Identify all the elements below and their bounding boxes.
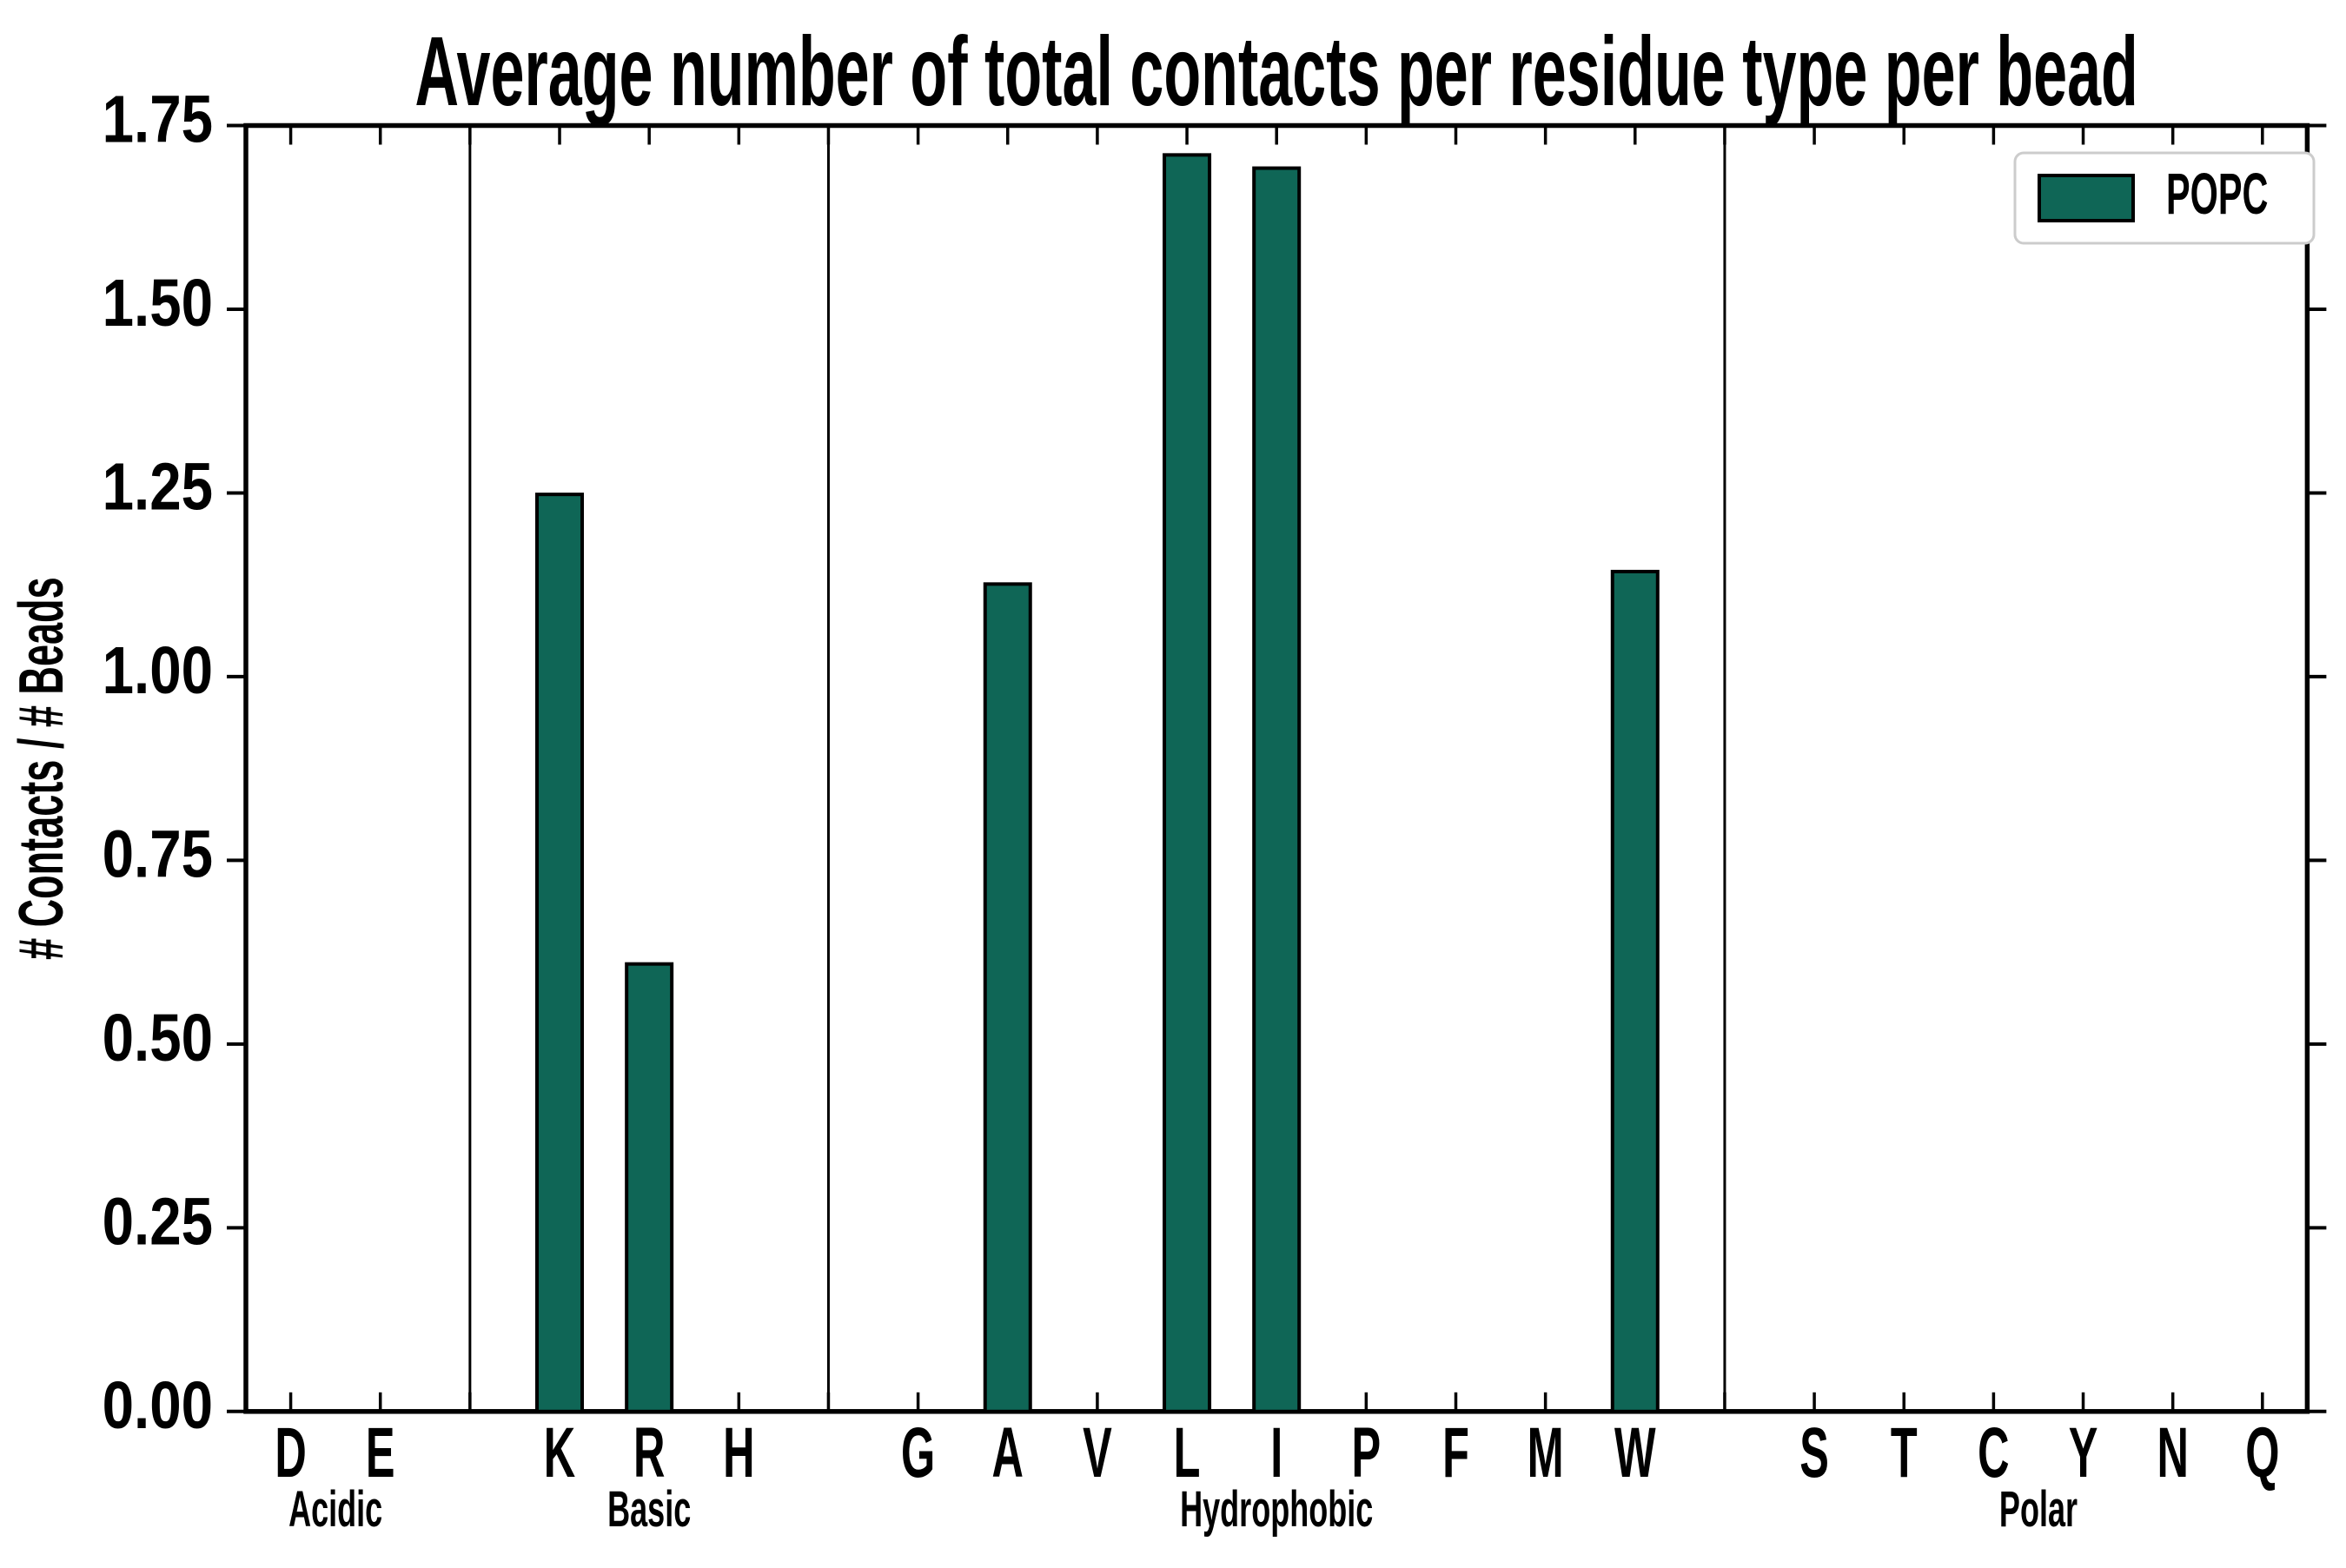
- svg-text:W: W: [1614, 1414, 1656, 1492]
- svg-text:Acidic: Acidic: [288, 1481, 382, 1538]
- svg-text:S: S: [1799, 1414, 1829, 1492]
- svg-text:Q: Q: [2245, 1414, 2279, 1492]
- svg-text:M: M: [1528, 1414, 1564, 1492]
- svg-text:F: F: [1442, 1414, 1469, 1492]
- svg-text:N: N: [2157, 1414, 2188, 1492]
- svg-text:Hydrophobic: Hydrophobic: [1180, 1481, 1373, 1538]
- svg-text:Average number of total contac: Average number of total contacts per res…: [415, 17, 2138, 126]
- svg-text:H: H: [723, 1414, 754, 1492]
- svg-text:0.00: 0.00: [103, 1368, 213, 1443]
- svg-text:T: T: [1891, 1414, 1918, 1492]
- svg-text:0.50: 0.50: [103, 1001, 213, 1075]
- svg-text:1.50: 1.50: [103, 266, 213, 341]
- svg-text:POPC: POPC: [2166, 162, 2268, 227]
- svg-text:Basic: Basic: [607, 1481, 691, 1538]
- svg-text:V: V: [1083, 1414, 1112, 1492]
- svg-text:0.75: 0.75: [103, 817, 213, 891]
- svg-text:G: G: [901, 1414, 935, 1492]
- svg-text:# Contacts / # Beads: # Contacts / # Beads: [5, 577, 76, 960]
- svg-text:1.75: 1.75: [103, 83, 213, 157]
- svg-text:1.00: 1.00: [103, 633, 213, 708]
- svg-text:A: A: [992, 1414, 1024, 1492]
- svg-text:Polar: Polar: [1999, 1481, 2078, 1538]
- svg-text:0.25: 0.25: [103, 1184, 213, 1259]
- svg-text:K: K: [544, 1414, 576, 1492]
- svg-text:1.25: 1.25: [103, 449, 213, 524]
